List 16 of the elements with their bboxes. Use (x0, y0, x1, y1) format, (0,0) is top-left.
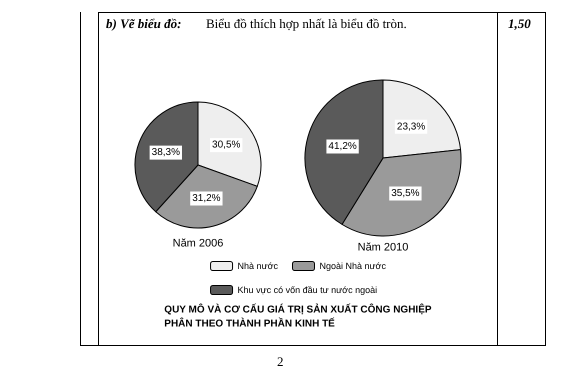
legend-label: Nhà nước (238, 261, 278, 271)
data-label: 31,2% (192, 192, 221, 204)
slice-label: Năm 2010 (358, 242, 408, 254)
text: 1,50 (508, 16, 531, 32)
data-label: 30,5% (212, 140, 241, 151)
legend-label: Khu vực có vốn đầu tư nước ngoài (238, 285, 378, 295)
text: 2 (277, 354, 284, 370)
text: Biểu đồ thích hợp nhất là biểu đồ tròn. (206, 16, 407, 32)
data-label: 38,3% (152, 147, 180, 158)
slice-label: Năm 2006 (172, 238, 224, 250)
text: b) Vẽ biểu đồ: (106, 16, 182, 32)
legend-label: Ngoài Nhà nước (319, 261, 386, 271)
data-label: 35,5% (391, 188, 420, 200)
data-label: 23,3% (396, 121, 426, 132)
text: QUY MÔ VÀ CƠ CẤU GIÁ TRỊ SẢN XUẤT CÔNG NGHIỆP PHÂN THEO THÀNH PHẦN KINH TẾ (164, 304, 432, 330)
data-label: 41,2% (328, 141, 357, 152)
